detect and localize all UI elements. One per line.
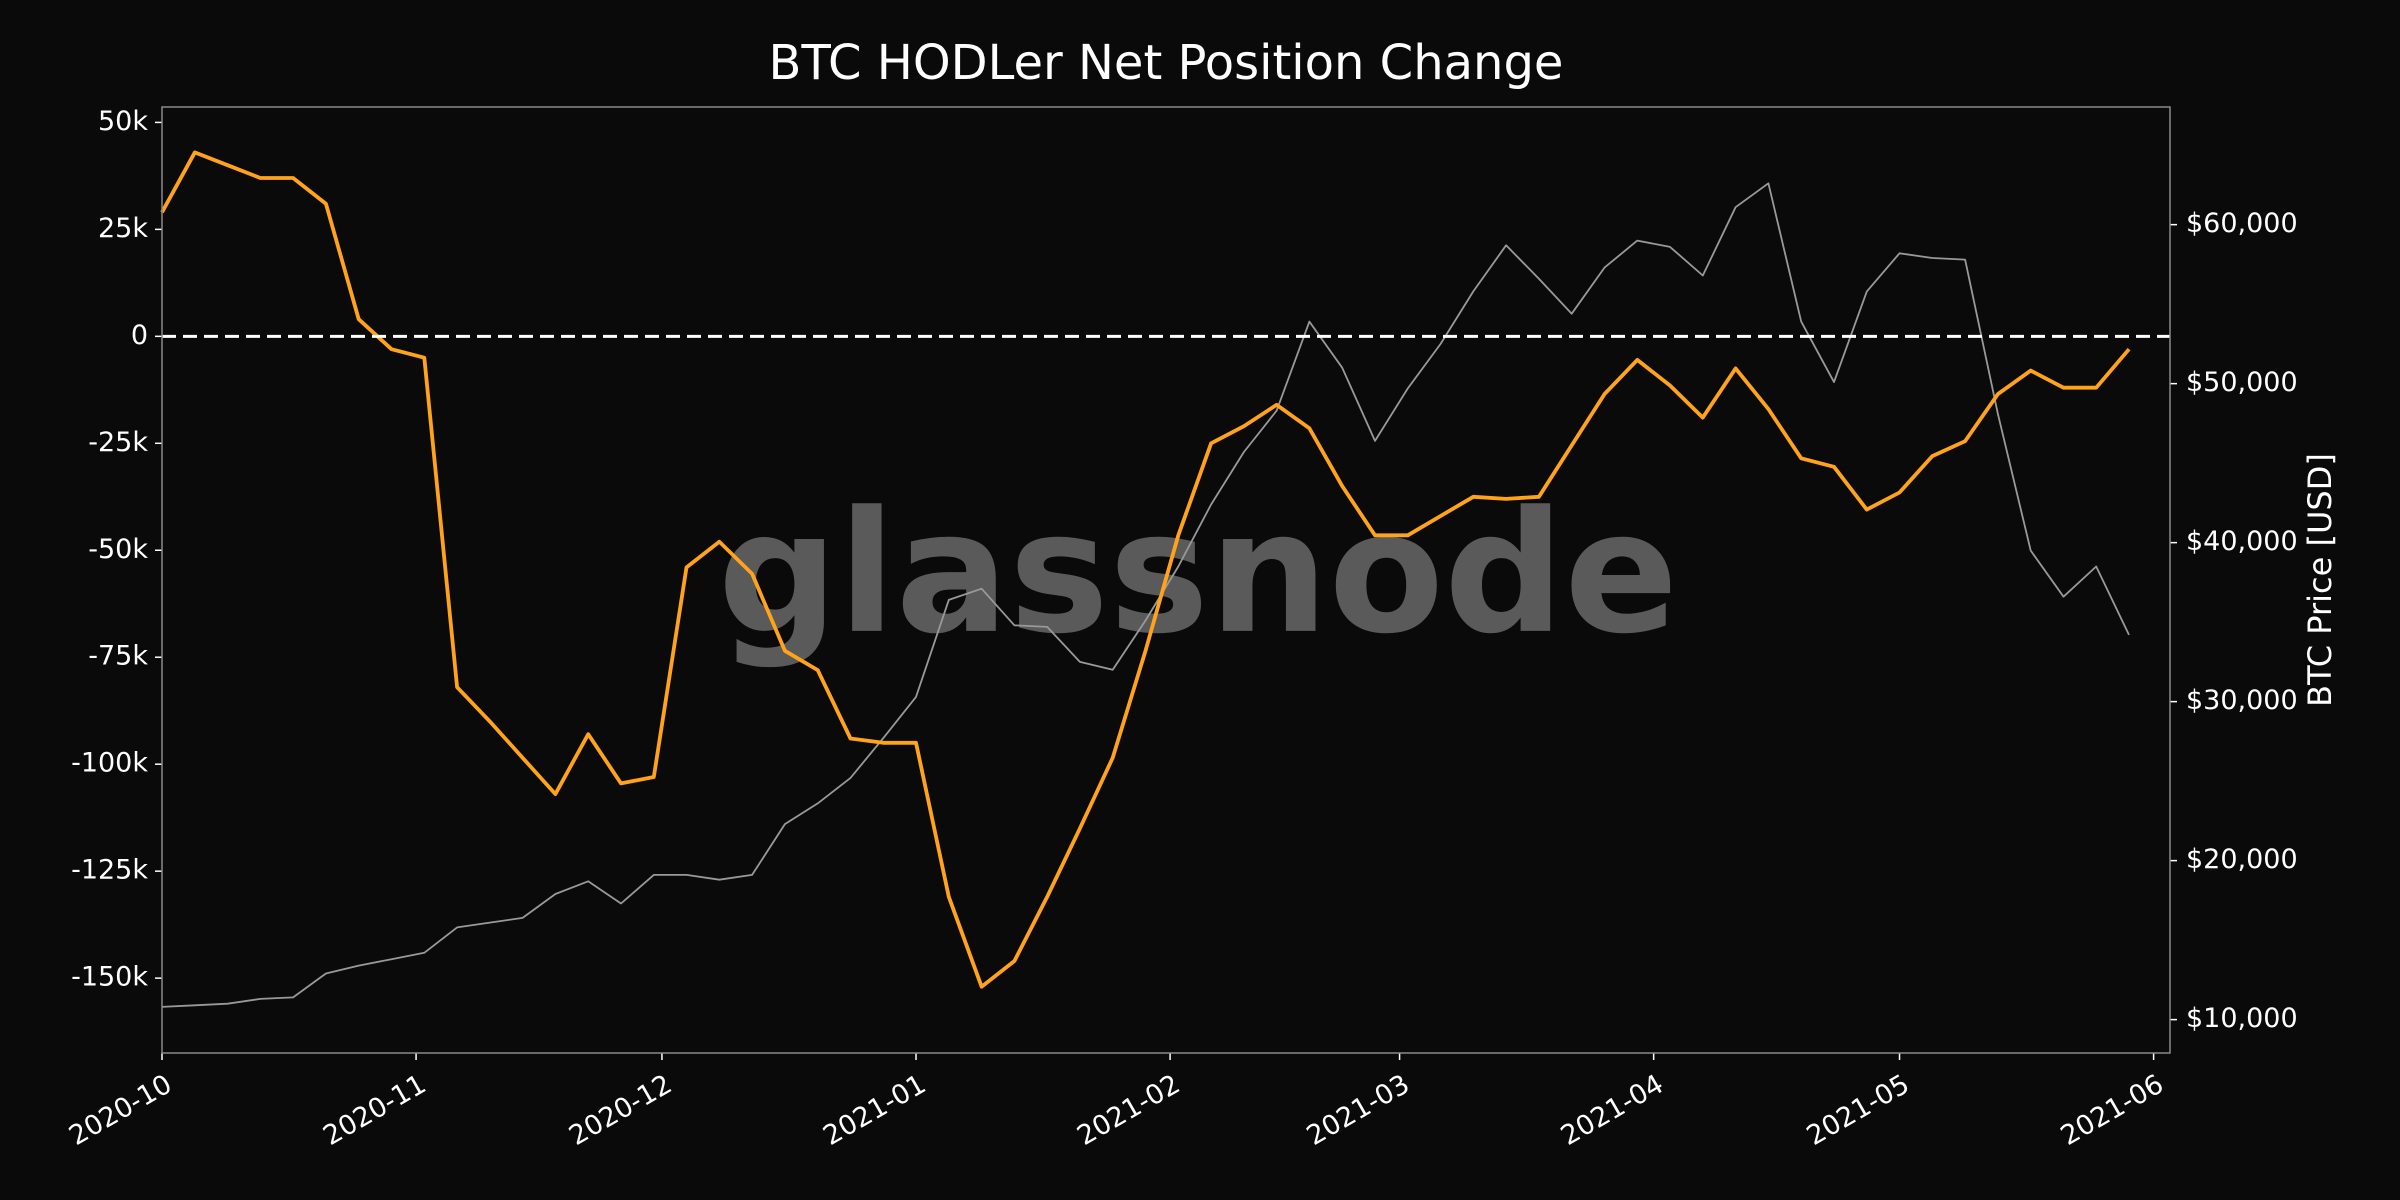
- y2-tick-label: $60,000: [2186, 208, 2298, 239]
- y-tick-label: 25k: [98, 213, 148, 244]
- y2-axis-label: BTC Price [USD]: [2301, 453, 2339, 707]
- watermark: glassnode: [718, 475, 1678, 671]
- y-tick-label: -50k: [88, 534, 148, 565]
- y2-tick-label: $10,000: [2186, 1003, 2298, 1034]
- y-tick-label: -125k: [71, 855, 148, 886]
- line: [161, 182, 2130, 1008]
- y-tick-label: -100k: [71, 748, 148, 779]
- y-tick-label: 0: [131, 320, 148, 351]
- y-tick-label: -150k: [71, 962, 148, 993]
- y2-tick-label: $20,000: [2186, 844, 2298, 875]
- y2-tick-label: $50,000: [2186, 367, 2298, 398]
- y2-tick-label: $30,000: [2186, 685, 2298, 716]
- plot-frame: [161, 106, 2171, 1054]
- y-tick-label: -25k: [88, 427, 148, 458]
- chart-title: BTC HODLer Net Position Change: [769, 35, 1564, 91]
- y-tick-label: 50k: [98, 106, 148, 137]
- line: [160, 150, 2131, 989]
- y2-tick-label: $40,000: [2186, 526, 2298, 557]
- y-tick-label: -75k: [88, 641, 148, 672]
